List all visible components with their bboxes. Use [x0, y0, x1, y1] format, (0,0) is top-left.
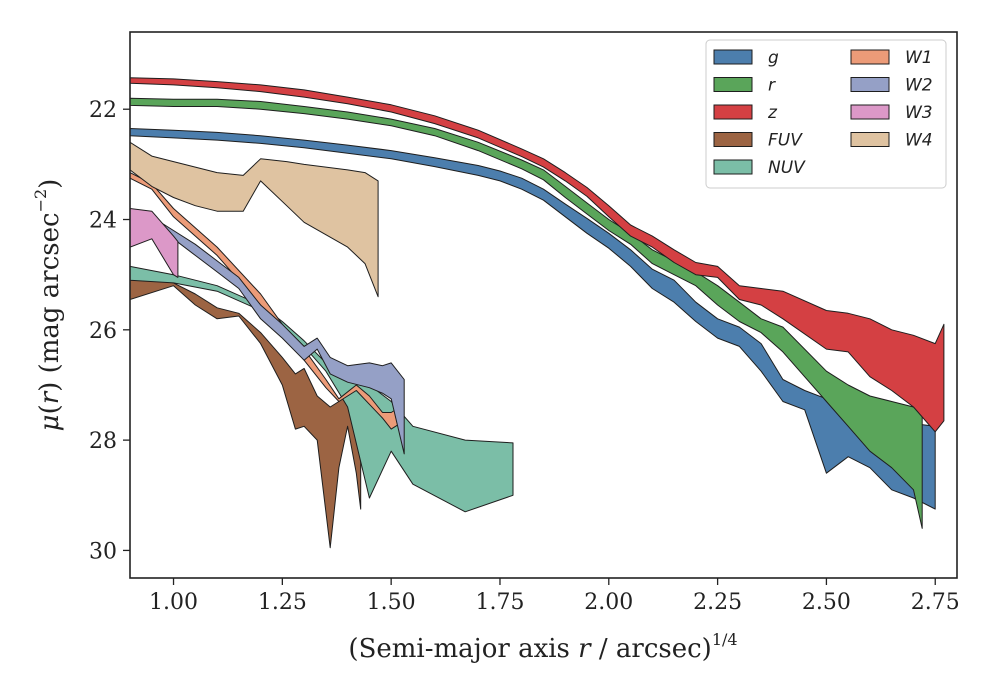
legend-swatch-w3 — [850, 104, 890, 120]
legend-swatch-nuv — [713, 159, 753, 175]
band-w2 — [130, 210, 405, 455]
legend-label-fuv: FUV — [768, 131, 803, 151]
y-axis: 22 24 26 28 30 — [89, 98, 130, 564]
y-axis-label: μ(r) (mag arcsec−2) — [31, 179, 65, 432]
y-tick-label: 24 — [89, 209, 117, 234]
x-tick-label: 1.75 — [475, 590, 524, 615]
x-tick-label: 2.25 — [693, 590, 742, 615]
x-tick-label: 2.50 — [802, 590, 851, 615]
x-axis: 1.00 1.25 1.50 1.75 2.00 2.25 2.50 2.75 — [149, 578, 960, 615]
bands-layer — [130, 77, 945, 549]
x-tick-label: 1.00 — [149, 590, 198, 615]
legend-swatch-z — [713, 104, 753, 120]
legend-label-r: r — [768, 76, 776, 96]
bands-clip-group — [130, 77, 945, 549]
legend-label-w3: W3 — [905, 103, 933, 123]
y-tick-label: 28 — [89, 429, 117, 454]
legend-label-w2: W2 — [905, 76, 933, 96]
y-tick-label: 22 — [89, 98, 117, 123]
legend-label-g: g — [768, 48, 779, 68]
band-z — [130, 77, 945, 433]
band-fuv — [130, 274, 362, 549]
band-r — [130, 97, 923, 529]
legend-label-z: z — [767, 103, 778, 123]
legend-label-w1: W1 — [905, 48, 933, 68]
band-w4 — [130, 141, 379, 298]
x-axis-label: (Semi-major axis r / arcsec)1/4 — [348, 630, 737, 664]
legend-label-w4: W4 — [905, 131, 933, 151]
band-w3 — [130, 208, 179, 278]
legend-swatch-w1 — [850, 49, 890, 65]
x-tick-label: 1.25 — [258, 590, 307, 615]
x-tick-label: 1.50 — [367, 590, 416, 615]
legend-swatch-r — [713, 77, 753, 92]
legend: grz FUV NUV W1 W2 W3 W4 — [705, 39, 947, 189]
y-tick-label: 30 — [89, 539, 117, 564]
plot-frame — [129, 31, 958, 579]
band-g — [130, 128, 936, 510]
legend-swatch-g — [713, 49, 753, 65]
legend-label-nuv: NUV — [768, 158, 806, 178]
x-tick-label: 2.75 — [911, 590, 960, 615]
legend-swatch-fuv — [713, 132, 753, 147]
legend-swatch-w2 — [850, 77, 890, 92]
x-tick-label: 2.00 — [584, 590, 633, 615]
legend-swatch-w4 — [850, 132, 890, 147]
y-tick-label: 26 — [89, 319, 117, 344]
